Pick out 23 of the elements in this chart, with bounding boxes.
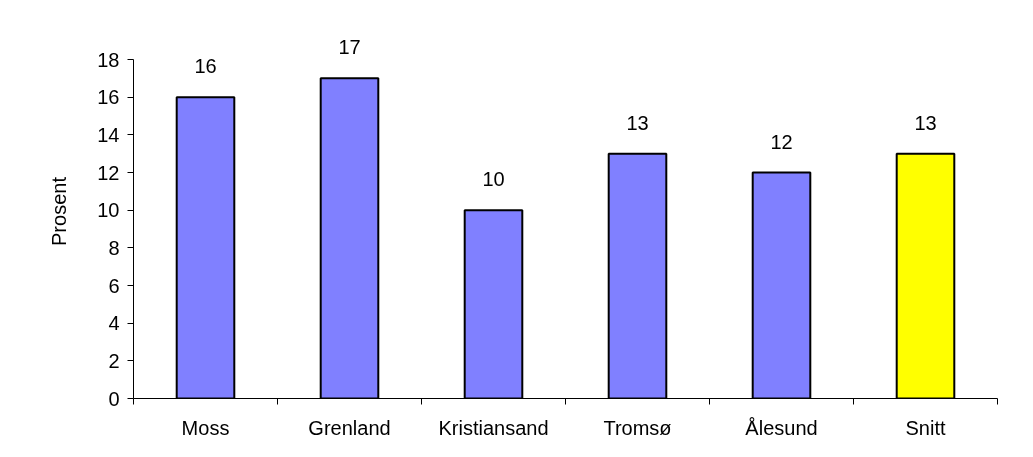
y-axis-title: Prosent [48, 176, 71, 246]
x-tick-label: Kristiansand [438, 416, 549, 439]
data-label: 17 [338, 36, 361, 59]
data-label: 13 [626, 111, 649, 134]
x-tick-label: Snitt [905, 416, 946, 439]
y-tick-label: 2 [108, 349, 120, 372]
x-tick-label: Grenland [308, 416, 391, 439]
y-tick-label: 8 [108, 236, 120, 259]
x-tick-label: Moss [181, 416, 230, 439]
y-tick-label: 12 [97, 161, 120, 184]
x-tick-label: Tromsø [603, 416, 672, 439]
y-tick-label: 0 [108, 387, 120, 410]
x-tick-label: Ålesund [745, 416, 818, 439]
data-label: 16 [194, 55, 217, 78]
data-label: 10 [482, 168, 505, 191]
y-tick-label: 10 [97, 199, 120, 222]
y-tick-label: 4 [108, 312, 120, 335]
data-label: 13 [914, 111, 937, 134]
y-tick-label: 6 [108, 274, 120, 297]
y-tick-label: 14 [97, 123, 120, 146]
y-tick-label: 16 [97, 86, 120, 109]
data-label: 12 [770, 130, 793, 153]
y-tick-label: 18 [97, 48, 120, 71]
